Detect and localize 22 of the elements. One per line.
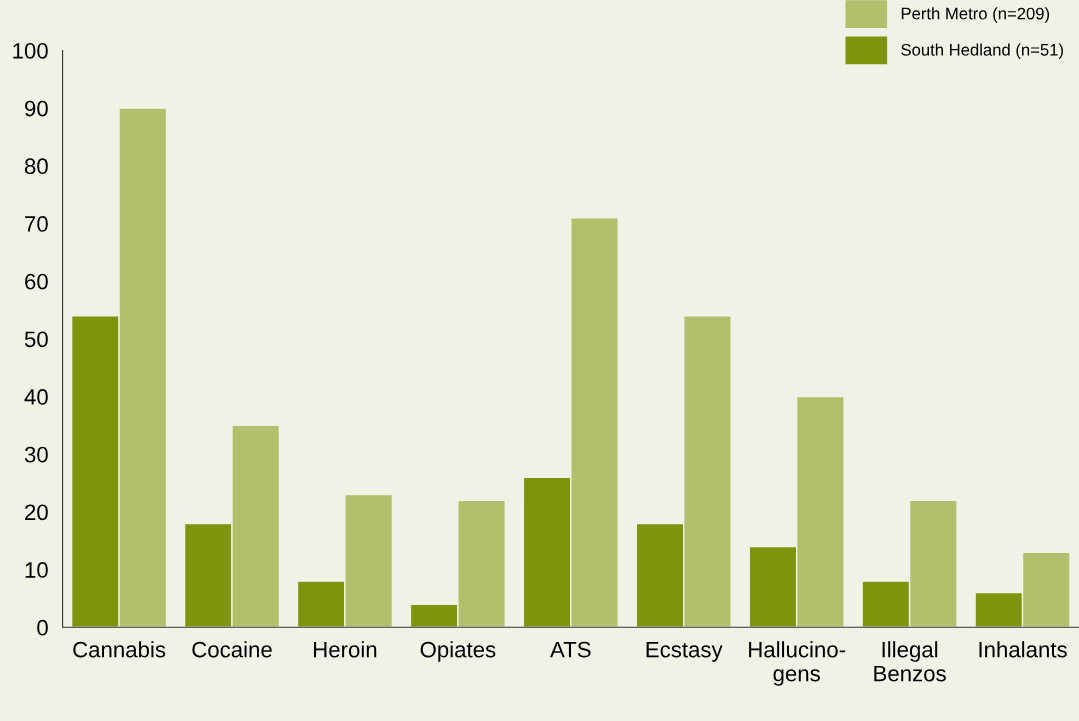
x-tick-label: Hallucino- gens	[749, 641, 846, 686]
y-tick-label: 10	[25, 562, 48, 578]
x-tick-label: Ecstasy	[646, 641, 723, 662]
legend-label: South Hedland (n=51)	[901, 43, 1063, 60]
x-tick-label: ATS	[550, 641, 591, 658]
x-tick-label: Opiates	[420, 641, 496, 662]
y-tick-label: 90	[25, 100, 48, 117]
y-tick-label: 40	[24, 389, 48, 405]
y-tick-label: 70	[25, 216, 48, 232]
y-tick-label: 0	[37, 619, 48, 636]
x-tick-label: Heroin	[314, 641, 377, 658]
y-tick-label: 30	[24, 446, 48, 463]
x-tick-label: Cocaine	[192, 641, 272, 658]
y-tick-label: 100	[13, 43, 48, 59]
x-tick-label: Illegal Benzos	[874, 641, 946, 682]
y-tick-label: 60	[25, 273, 48, 290]
y-tick-label: 80	[24, 158, 48, 175]
y-tick-label: 20	[25, 504, 48, 521]
x-tick-label: Inhalants	[979, 641, 1067, 658]
y-tick-label: 50	[24, 331, 48, 348]
legend-label: Perth Metro (n=209)	[901, 7, 1050, 23]
x-tick-label: Cannabis	[73, 641, 166, 658]
